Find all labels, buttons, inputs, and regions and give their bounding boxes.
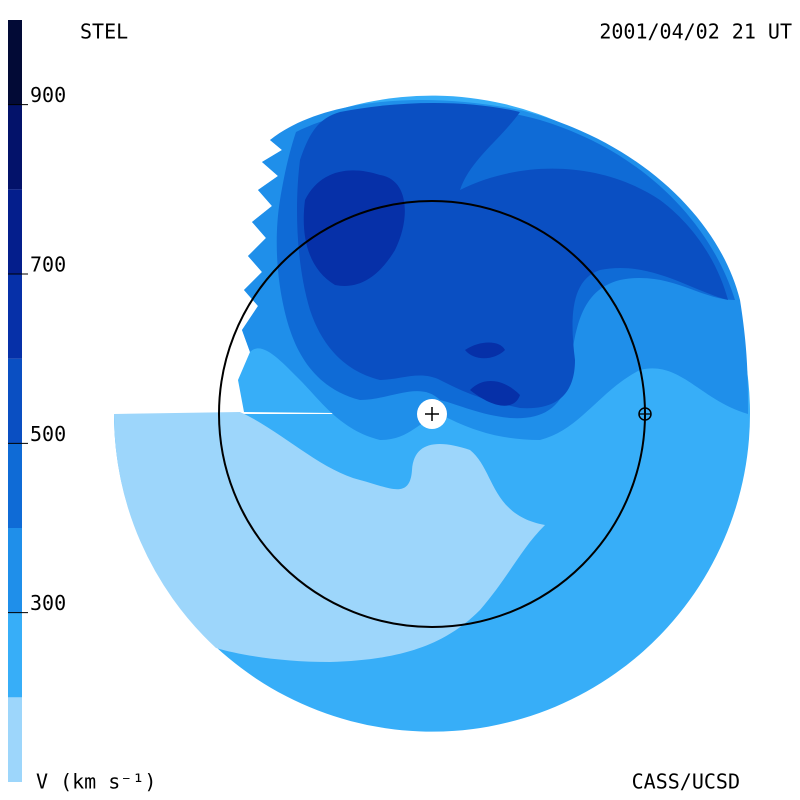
colorbar-tick-label: 700 [30, 253, 66, 277]
colorbar-band [8, 612, 22, 698]
sun [417, 399, 447, 429]
colorbar-band [8, 697, 22, 782]
credit: CASS/UCSD [632, 770, 740, 794]
colorbar-label: V (km s⁻¹) [36, 770, 156, 794]
colorbar-band [8, 20, 22, 105]
timestamp: 2001/04/02 21 UT [599, 20, 792, 44]
colorbar-band [8, 358, 22, 444]
velocity-map [113, 95, 750, 732]
colorbar-tick-label: 900 [30, 83, 66, 107]
colorbar-band [8, 274, 22, 359]
colorbar-band [8, 443, 22, 528]
map-region [297, 103, 728, 409]
map-region [465, 342, 520, 406]
colorbar: 300 500 700 900 [8, 20, 66, 782]
colorbar-band [8, 528, 22, 613]
map-region [113, 412, 545, 662]
sun-cross [425, 407, 439, 421]
map-region [303, 170, 405, 286]
colorbar-band [8, 189, 22, 274]
colorbar-band [8, 104, 22, 190]
earth [638, 407, 652, 421]
observatory-label: STEL [80, 20, 128, 44]
colorbar-tick-label: 500 [30, 422, 66, 446]
earth-cross [639, 408, 651, 420]
colorbar-tick-label: 300 [30, 591, 66, 615]
